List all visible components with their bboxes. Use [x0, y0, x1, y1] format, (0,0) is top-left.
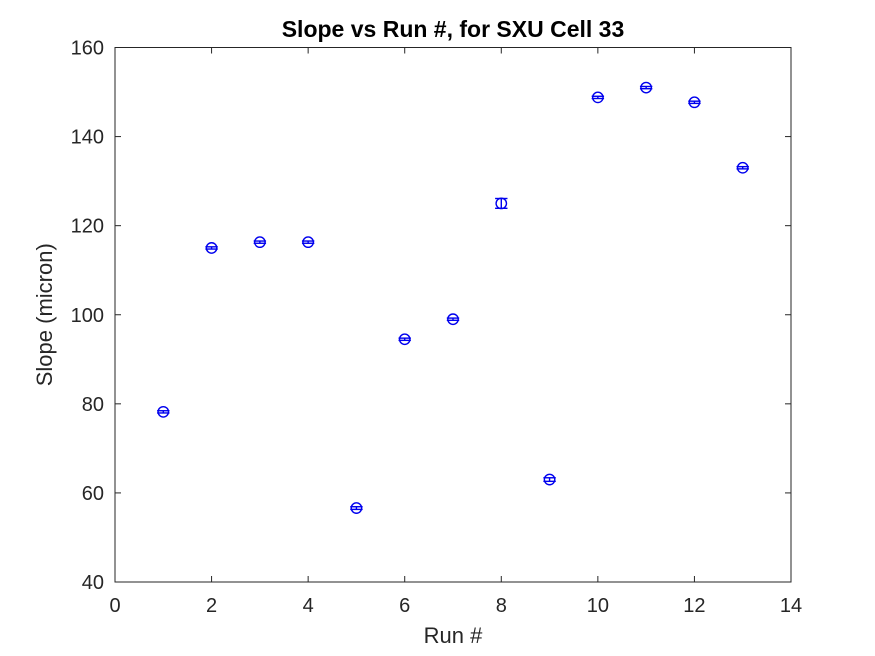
y-tick-label: 60	[82, 483, 104, 505]
x-tick-label: 14	[780, 595, 802, 617]
data-point	[543, 473, 556, 486]
y-tick-label: 40	[82, 572, 104, 594]
marker-circle	[688, 96, 701, 109]
y-tick-label: 160	[71, 38, 104, 60]
marker-circle	[495, 197, 508, 210]
y-tick-label: 120	[71, 216, 104, 238]
marker-circle	[253, 236, 266, 249]
y-tick-label: 100	[71, 305, 104, 327]
x-tick-label: 0	[109, 595, 120, 617]
x-axis-label: Run #	[424, 623, 483, 648]
marker-circle	[736, 161, 749, 174]
x-tick-label: 12	[683, 595, 705, 617]
data-point	[301, 236, 315, 249]
data-point	[398, 333, 411, 346]
marker-circle	[543, 473, 556, 486]
x-tick-label: 8	[496, 595, 507, 617]
data-point	[688, 96, 701, 109]
marker-circle	[398, 333, 411, 346]
data-point	[205, 242, 218, 254]
marker-circle	[447, 313, 459, 326]
y-tick-label: 80	[82, 394, 104, 416]
y-axis-label: Slope (micron)	[32, 243, 57, 386]
data-point	[591, 91, 605, 104]
marker-circle	[591, 91, 604, 104]
x-tick-label: 10	[587, 595, 609, 617]
data-point	[736, 161, 749, 174]
y-tick-label: 140	[71, 127, 104, 149]
plot-box	[114, 47, 792, 583]
x-tick-label: 6	[399, 595, 410, 617]
marker-circle	[157, 405, 170, 418]
data-point	[639, 81, 653, 94]
marker-circle	[640, 81, 653, 94]
chart-title: Slope vs Run #, for SXU Cell 33	[282, 16, 625, 42]
data-point	[253, 236, 267, 249]
data-point	[157, 405, 170, 418]
x-tick-label: 4	[303, 595, 314, 617]
marker-circle	[302, 236, 315, 249]
x-tick-label: 2	[206, 595, 217, 617]
marker-circle	[205, 242, 218, 254]
data-point	[350, 502, 363, 514]
data-point	[446, 313, 460, 326]
data-point	[495, 197, 508, 210]
marker-circle	[350, 502, 363, 514]
